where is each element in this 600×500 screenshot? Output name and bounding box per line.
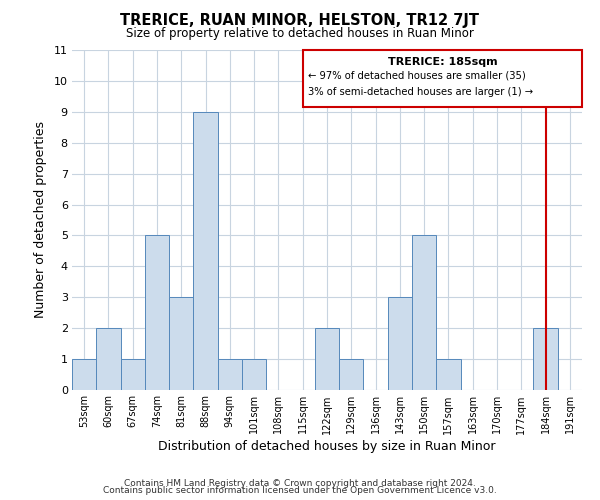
Bar	[339, 359, 364, 390]
Text: Size of property relative to detached houses in Ruan Minor: Size of property relative to detached ho…	[126, 28, 474, 40]
Bar	[193, 112, 218, 390]
Bar	[96, 328, 121, 390]
Bar	[436, 359, 461, 390]
Bar	[242, 359, 266, 390]
Text: 3% of semi-detached houses are larger (1) →: 3% of semi-detached houses are larger (1…	[308, 86, 533, 97]
Bar	[169, 298, 193, 390]
Bar	[388, 298, 412, 390]
Text: TRERICE, RUAN MINOR, HELSTON, TR12 7JT: TRERICE, RUAN MINOR, HELSTON, TR12 7JT	[121, 12, 479, 28]
Bar	[121, 359, 145, 390]
FancyBboxPatch shape	[303, 50, 582, 107]
Text: Contains public sector information licensed under the Open Government Licence v3: Contains public sector information licen…	[103, 486, 497, 495]
X-axis label: Distribution of detached houses by size in Ruan Minor: Distribution of detached houses by size …	[158, 440, 496, 454]
Text: TRERICE: 185sqm: TRERICE: 185sqm	[388, 56, 497, 66]
Bar	[145, 236, 169, 390]
Text: Contains HM Land Registry data © Crown copyright and database right 2024.: Contains HM Land Registry data © Crown c…	[124, 478, 476, 488]
Bar	[218, 359, 242, 390]
Bar	[412, 236, 436, 390]
Bar	[533, 328, 558, 390]
Y-axis label: Number of detached properties: Number of detached properties	[34, 122, 47, 318]
Bar	[315, 328, 339, 390]
Text: ← 97% of detached houses are smaller (35): ← 97% of detached houses are smaller (35…	[308, 70, 526, 81]
Bar	[72, 359, 96, 390]
